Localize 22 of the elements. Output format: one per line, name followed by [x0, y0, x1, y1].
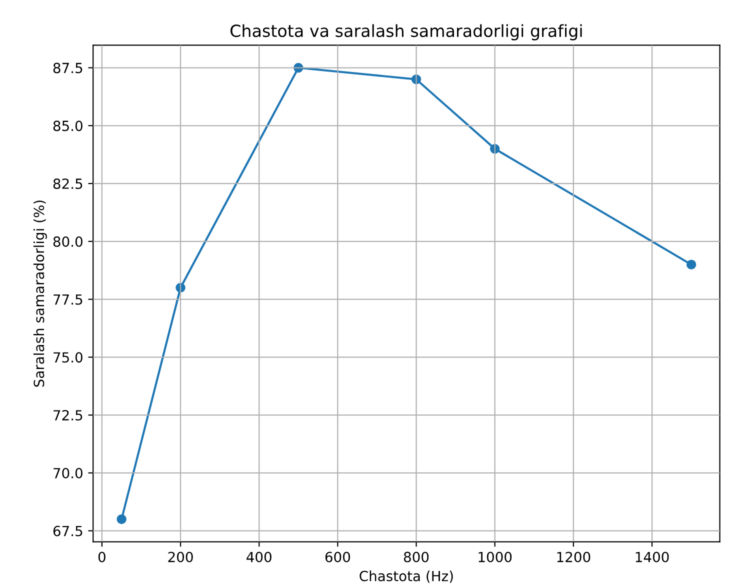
y-tick-label: 87.5	[53, 62, 82, 74]
x-tick-label: 1000	[478, 552, 512, 562]
y-tick-label: 75.0	[54, 352, 82, 363]
x-tick-label: 1200	[557, 552, 590, 562]
point	[686, 260, 696, 270]
x-tick-label: 1400	[636, 552, 669, 562]
y-tick-label: 85.0	[53, 120, 82, 132]
y-tick-label: 77.5	[54, 294, 82, 305]
y-tick-label: 80.0	[53, 236, 82, 247]
y-tick-label: 70.0	[54, 468, 82, 478]
x-tick-label: 800	[404, 552, 429, 562]
x-tick-label: 0	[98, 552, 106, 562]
y-tick-label: 72.5	[54, 410, 82, 421]
y-axis-title: Saralash samaradorligi (%)	[33, 200, 47, 387]
chart-title: Chastota va saralash samaradorligi grafigi	[230, 24, 582, 40]
x-tick-label: 200	[168, 552, 193, 562]
x-tick-label: 400	[246, 552, 272, 562]
y-tick-label: 82.5	[53, 178, 82, 190]
x-axis-title: Chastota (Hz)	[360, 570, 453, 583]
y-tick-label: 67.5	[53, 526, 82, 536]
x-tick-label: 600	[325, 552, 350, 562]
point	[116, 514, 126, 524]
